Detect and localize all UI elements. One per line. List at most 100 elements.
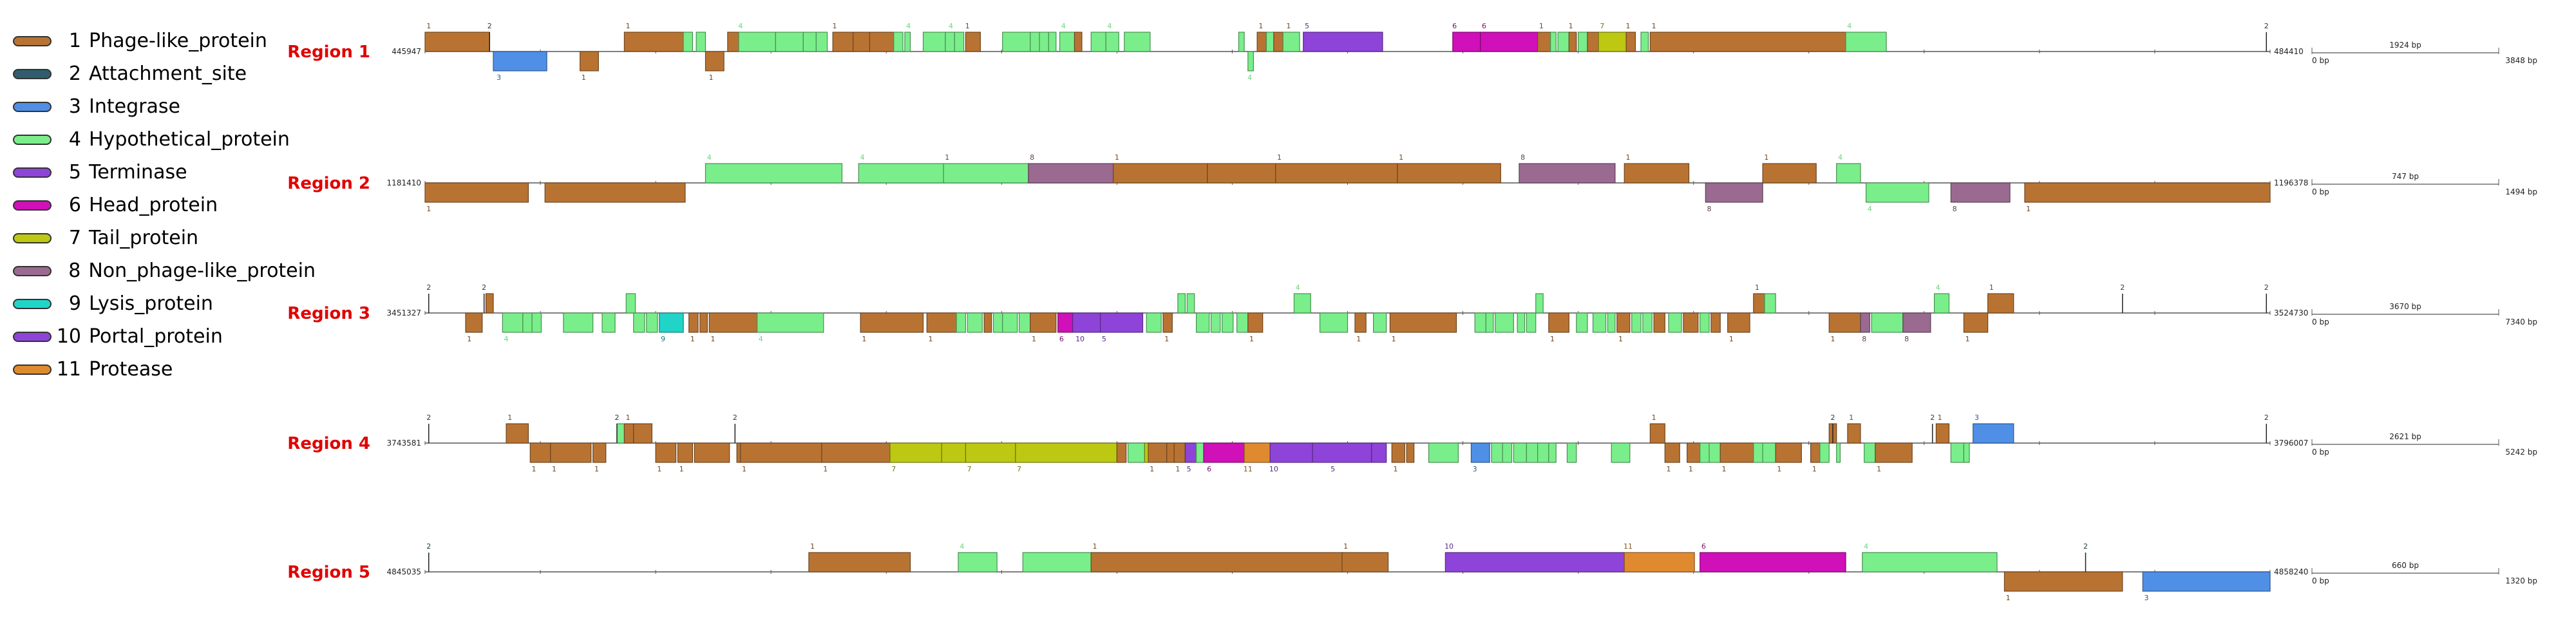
legend-label: Lysis_protein <box>89 292 213 315</box>
gene-box <box>1625 32 1636 52</box>
gene-box <box>1649 423 1665 444</box>
gene-box <box>1624 552 1695 573</box>
gene-number-label: 5 <box>1331 465 1335 473</box>
gene-box <box>757 312 824 333</box>
gene-number-label: 2 <box>2264 22 2269 30</box>
gene-number-label: 4 <box>860 153 865 162</box>
gene-box <box>592 442 607 463</box>
gene-number-label: 7 <box>891 465 896 473</box>
gene-box <box>1124 32 1151 52</box>
legend-swatch <box>13 298 52 309</box>
gene-box <box>1105 32 1119 52</box>
gene-box <box>655 442 677 463</box>
gene-box <box>1002 32 1031 52</box>
gene-number-label: 1 <box>1625 153 1630 162</box>
gene-number-label: 3 <box>1975 413 1979 422</box>
gene-box <box>1057 312 1074 333</box>
gene-number-label: 1 <box>1729 335 1734 343</box>
legend-swatch <box>13 68 52 79</box>
gene-box <box>1762 442 1776 463</box>
scale-bar-end: 3848 bp <box>2505 56 2537 65</box>
gene-number-label: 4 <box>1864 542 1868 551</box>
gene-number-label: 2 <box>426 283 431 292</box>
legend-swatch <box>13 265 52 276</box>
gene-box <box>696 32 706 52</box>
gene-number-label: 4 <box>1107 22 1112 30</box>
gene-box <box>544 182 686 203</box>
gene-box <box>1753 293 1765 314</box>
legend-label: Portal_protein <box>89 325 223 348</box>
gene-number-label: 2 <box>426 413 431 422</box>
gene-box <box>1517 312 1526 333</box>
scale-bar-end: 1320 bp <box>2505 576 2537 585</box>
gene-number-label: 4 <box>1936 283 1940 292</box>
gene-box <box>1775 442 1802 463</box>
gene-box <box>860 312 924 333</box>
gene-box <box>683 32 694 52</box>
start-coordinate: 3743581 <box>387 439 421 448</box>
legend-number: 6 <box>68 194 81 216</box>
gene-box <box>646 312 658 333</box>
end-coordinate: 4858240 <box>2274 567 2308 576</box>
start-coordinate: 445947 <box>392 47 421 56</box>
gene-box <box>1519 163 1616 184</box>
gene-box <box>529 442 551 463</box>
gene-box <box>1485 312 1494 333</box>
gene-number-label: 1 <box>626 22 630 30</box>
gene-number-label: 1 <box>1965 335 1970 343</box>
gene-box <box>1987 293 2014 314</box>
gene-box <box>1526 312 1537 333</box>
start-coordinate: 1181410 <box>387 178 421 187</box>
gene-number-label: 4 <box>1061 22 1066 30</box>
legend-number: 1 <box>68 30 81 52</box>
gene-box <box>1177 293 1186 314</box>
gene-number-label: 10 <box>1075 335 1084 343</box>
gene-box <box>1474 312 1486 333</box>
gene-box <box>1282 32 1300 52</box>
gene-box <box>1649 32 1846 52</box>
gene-box <box>1836 163 1861 184</box>
gene-number-label: 1 <box>1652 413 1656 422</box>
gene-number-label: 2 <box>482 283 486 292</box>
legend-number: 11 <box>56 358 81 381</box>
gene-box <box>1275 163 1398 184</box>
gene-number-label: 4 <box>1838 153 1842 162</box>
scale-bar-end: 7340 bp <box>2505 317 2537 327</box>
gene-box <box>727 32 739 52</box>
gene-number-label: 6 <box>1701 542 1706 551</box>
scale-bar-start: 0 bp <box>2312 448 2329 457</box>
gene-box <box>1935 423 1950 444</box>
gene-box <box>694 442 730 463</box>
gene-box <box>1865 182 1929 203</box>
gene-number-label: 1 <box>1667 465 1671 473</box>
gene-number-label: 2 <box>488 22 492 30</box>
region-label: Region 1 <box>287 43 370 62</box>
gene-number-label: 4 <box>707 153 712 162</box>
gene-number-label: 1 <box>1539 22 1544 30</box>
legend-number: 2 <box>68 62 81 85</box>
gene-box <box>1030 312 1057 333</box>
gene-box <box>941 442 967 463</box>
gene-box <box>922 32 946 52</box>
gene-box <box>1319 312 1349 333</box>
gene-box <box>550 442 592 463</box>
legend-item: 11 Protease <box>13 353 316 386</box>
legend-swatch <box>13 200 52 211</box>
gene-box <box>832 32 854 52</box>
gene-number-label: 8 <box>1904 335 1909 343</box>
gene-box <box>1687 442 1701 463</box>
gene-box <box>943 163 1029 184</box>
gene-box <box>1664 442 1680 463</box>
legend-swatch <box>13 331 52 342</box>
gene-box <box>1247 51 1254 71</box>
gene-box <box>1566 442 1577 463</box>
legend-label: Head_protein <box>89 194 218 216</box>
gene-number-label: 8 <box>1953 205 1957 213</box>
gene-number-label: 1 <box>1356 335 1361 343</box>
region-track: Region 3 3451327 3524730 2 2 1 4 9 1 1 4 1 1 1 6 10 5 1 1 4… <box>287 283 2537 343</box>
gene-box <box>1186 293 1195 314</box>
gene-box <box>1090 552 1345 573</box>
legend-number: 9 <box>68 292 81 315</box>
